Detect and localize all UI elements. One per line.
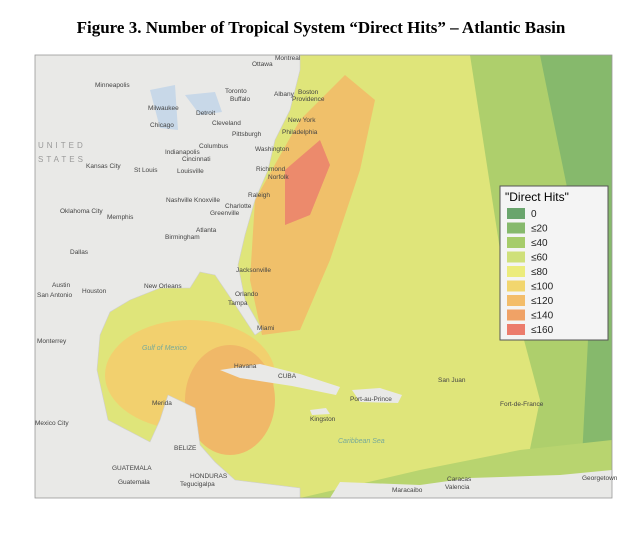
place-label: Cleveland <box>212 120 241 127</box>
place-label: Ottawa <box>252 61 273 68</box>
legend-label: ≤160 <box>531 325 554 336</box>
place-label: Houston <box>82 288 107 295</box>
land <box>220 364 340 395</box>
place-label: Albany <box>274 91 295 98</box>
land <box>35 55 301 498</box>
place-label: BELIZE <box>174 445 197 452</box>
legend-swatch <box>507 280 525 292</box>
place-label: Chicago <box>150 122 174 129</box>
legend-swatch <box>507 324 525 335</box>
place-label: Richmond <box>256 166 286 173</box>
land <box>330 470 612 498</box>
place-label: Havana <box>234 363 257 370</box>
legend-swatch <box>507 295 525 306</box>
place-label: Miami <box>257 325 274 332</box>
place-label: Norfolk <box>268 174 289 181</box>
region-label: STATES <box>38 155 86 164</box>
place-label: Greenville <box>210 210 240 217</box>
place-label: San Juan <box>438 377 466 384</box>
legend-swatch <box>507 222 525 234</box>
sea-label: Caribbean Sea <box>338 438 385 445</box>
legend-swatch <box>507 266 525 277</box>
place-label: Providence <box>292 96 325 103</box>
legend-label: ≤20 <box>531 224 548 235</box>
place-label: Oklahoma City <box>60 208 103 215</box>
place-label: Merida <box>152 400 172 407</box>
place-label: Mexico City <box>35 420 69 427</box>
place-label: Valencia <box>445 484 470 491</box>
place-label: Port-au-Prince <box>350 396 392 403</box>
legend-label: ≤100 <box>531 282 554 293</box>
legend-label: ≤140 <box>531 311 554 322</box>
region-label: UNITED <box>38 141 86 150</box>
legend-swatch <box>507 251 525 263</box>
place-label: Georgetown <box>582 475 618 482</box>
legend: "Direct Hits" 0 ≤20 ≤40 ≤60 ≤80 ≤100 ≤120 ≤140 ≤… <box>499 185 609 341</box>
lake <box>150 85 178 130</box>
place-label: Tegucigalpa <box>180 481 215 488</box>
place-label: Boston <box>298 89 319 96</box>
place-label: HONDURAS <box>190 473 228 480</box>
place-label: St Louis <box>134 167 158 174</box>
place-label: Guatemala <box>118 479 150 486</box>
legend-label: ≤120 <box>531 296 554 307</box>
place-label: Milwaukee <box>148 105 179 112</box>
place-label: Toronto <box>225 88 247 95</box>
place-label: Caracas <box>447 476 472 483</box>
place-label: Fort-de-France <box>500 401 544 408</box>
place-label: Philadelphia <box>282 129 318 136</box>
place-label: New Orleans <box>144 283 182 290</box>
place-label: Montreal <box>275 55 301 62</box>
legend-swatch <box>507 237 525 248</box>
lake <box>185 92 222 115</box>
place-label: GUATEMALA <box>112 465 152 472</box>
legend-swatch <box>507 208 525 219</box>
place-label: Washington <box>255 146 289 153</box>
place-label: New York <box>288 117 316 124</box>
place-label: Memphis <box>107 214 134 221</box>
place-label: Maracaibo <box>392 487 423 494</box>
place-label: Monterrey <box>37 338 67 345</box>
place-label: Minneapolis <box>95 82 130 89</box>
map-body <box>35 55 612 498</box>
place-label: Charlotte <box>225 203 252 210</box>
figure-title: Figure 3. Number of Tropical System “Dir… <box>76 18 566 37</box>
heat-zone <box>540 55 612 498</box>
place-label: Louisville <box>177 168 204 175</box>
place-label: Kingston <box>310 416 336 423</box>
place-label: Knoxville <box>194 197 220 204</box>
map-frame <box>34 54 613 499</box>
place-label: Tampa <box>228 300 248 307</box>
place-label: Birmingham <box>165 234 200 241</box>
place-label: Buffalo <box>230 96 251 103</box>
place-label: Columbus <box>199 143 229 150</box>
sea-label: Gulf of Mexico <box>142 345 187 352</box>
place-label: Raleigh <box>248 192 270 199</box>
legend-label: ≤80 <box>531 267 548 278</box>
place-label: Nashville <box>166 197 193 204</box>
legend-title: "Direct Hits" <box>505 190 569 204</box>
place-label: San Antonio <box>37 292 72 299</box>
land <box>310 408 330 415</box>
place-label: Cincinnati <box>182 156 211 163</box>
legend-swatch <box>507 309 525 321</box>
place-label: Austin <box>52 282 70 289</box>
place-label: Dallas <box>70 249 89 256</box>
land <box>352 388 402 403</box>
legend-label: ≤40 <box>531 238 548 249</box>
place-label: Detroit <box>196 110 215 117</box>
heat-zone <box>285 140 330 225</box>
place-label: Jacksonville <box>236 267 271 274</box>
place-label: CUBA <box>278 373 297 380</box>
place-label: Indianapolis <box>165 149 200 156</box>
place-label: Orlando <box>235 291 259 298</box>
legend-label: 0 <box>531 209 537 220</box>
place-label: Atlanta <box>196 227 217 234</box>
place-label: Pittsburgh <box>232 131 262 138</box>
place-label: Kansas City <box>86 163 121 170</box>
legend-label: ≤60 <box>531 253 548 264</box>
